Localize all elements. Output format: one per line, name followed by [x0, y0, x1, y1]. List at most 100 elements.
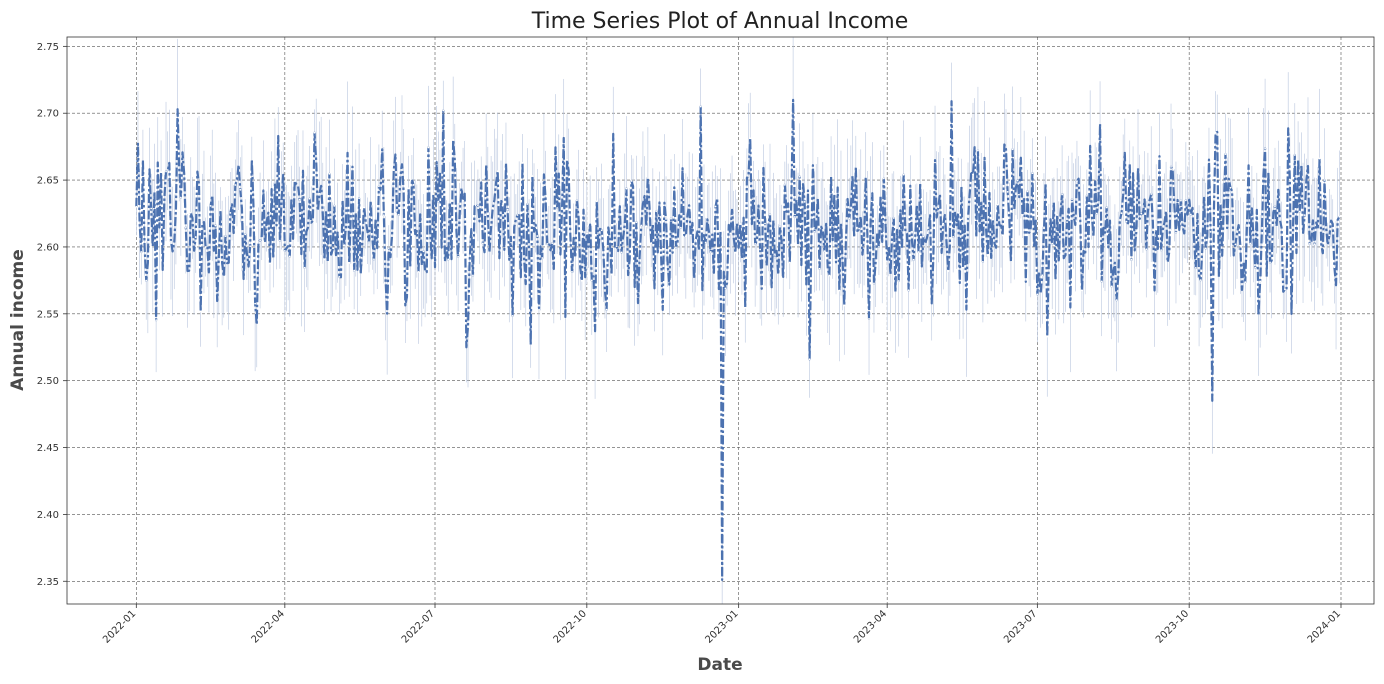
data-point: [986, 254, 989, 257]
data-point: [1056, 214, 1059, 216]
data-point: [353, 269, 356, 272]
data-point: [595, 200, 598, 203]
data-point: [249, 245, 252, 248]
data-point: [274, 182, 276, 184]
data-point: [912, 258, 915, 261]
data-point: [175, 209, 177, 212]
data-point: [278, 239, 281, 242]
data-point: [481, 242, 484, 245]
y-tick-label: 2.75: [37, 42, 59, 53]
data-point: [1145, 248, 1148, 251]
y-tick-label: 2.40: [37, 510, 59, 521]
data-point: [996, 203, 999, 206]
data-point: [1249, 242, 1252, 245]
data-point: [259, 239, 261, 242]
data-point: [387, 247, 390, 250]
data-point: [427, 146, 430, 149]
data-point: [155, 319, 158, 321]
y-tick-label: 2.65: [37, 176, 59, 187]
x-tick-label: 2023-01: [703, 608, 740, 645]
data-point: [447, 258, 450, 261]
data-point: [734, 251, 737, 254]
x-tick-label: 2022-07: [400, 608, 437, 645]
y-tick-label: 2.70: [37, 109, 59, 120]
data-point: [1293, 154, 1296, 156]
data-point: [1041, 274, 1044, 277]
data-point: [1269, 261, 1271, 264]
data-point: [1219, 203, 1222, 205]
data-point: [585, 232, 588, 235]
data-point: [165, 170, 167, 173]
data-point: [1338, 215, 1341, 218]
data-point: [160, 171, 162, 174]
data-point: [645, 225, 648, 228]
data-point: [219, 209, 222, 211]
data-point: [882, 177, 885, 180]
data-point: [1318, 157, 1321, 160]
data-point: [556, 207, 559, 209]
data-point: [1140, 212, 1143, 215]
data-point: [635, 221, 638, 224]
data-point: [323, 258, 326, 261]
data-point: [1288, 178, 1291, 181]
data-point: [457, 255, 460, 258]
data-point: [1234, 243, 1237, 246]
data-point: [1026, 190, 1029, 193]
data-point: [620, 251, 623, 254]
data-point: [536, 235, 539, 237]
data-point: [1283, 288, 1286, 291]
data-point: [150, 207, 153, 210]
data-point: [189, 211, 192, 214]
y-tick-label: 2.60: [37, 242, 59, 253]
data-point: [397, 213, 400, 216]
data-point: [1061, 193, 1063, 196]
data-point: [541, 257, 544, 259]
x-gridlines: [136, 37, 1342, 604]
data-point: [759, 248, 762, 251]
data-point: [739, 223, 742, 225]
series-line-annual-income: [135, 98, 1341, 582]
data-point: [407, 187, 410, 190]
data-point: [1105, 206, 1108, 209]
data-point: [957, 212, 960, 214]
data-point: [1081, 289, 1083, 292]
data-point: [437, 200, 440, 203]
data-point: [774, 256, 776, 259]
data-point: [1011, 148, 1014, 151]
data-point: [244, 233, 247, 236]
data-point: [214, 224, 217, 227]
x-tick-label: 2023-04: [852, 608, 889, 645]
data-point: [709, 251, 712, 253]
data-point: [754, 242, 757, 245]
data-point: [303, 266, 306, 269]
data-point: [373, 258, 375, 261]
data-point: [808, 358, 811, 361]
data-point: [630, 180, 633, 182]
data-point: [1274, 205, 1276, 208]
data-point: [1229, 186, 1232, 189]
data-point: [684, 235, 687, 237]
data-point: [1100, 280, 1103, 283]
data-point: [779, 225, 781, 228]
data-point: [1199, 279, 1202, 282]
data-point: [679, 226, 682, 229]
data-point: [828, 274, 831, 277]
data-point: [981, 260, 984, 263]
data-point: [1071, 198, 1073, 201]
data-point: [605, 308, 608, 311]
data-point: [704, 241, 707, 244]
data-point: [1160, 249, 1163, 252]
data-point: [907, 289, 910, 292]
data-point: [313, 131, 316, 134]
data-point: [803, 200, 806, 203]
data-point: [689, 234, 692, 237]
data-point: [229, 211, 232, 214]
data-point: [551, 242, 554, 245]
data-point: [1279, 219, 1281, 222]
data-point: [1016, 179, 1019, 182]
data-point: [392, 169, 395, 172]
y-gridlines: [67, 46, 1374, 582]
data-point: [1135, 230, 1138, 233]
data-point: [670, 217, 672, 220]
data-point: [328, 172, 331, 175]
